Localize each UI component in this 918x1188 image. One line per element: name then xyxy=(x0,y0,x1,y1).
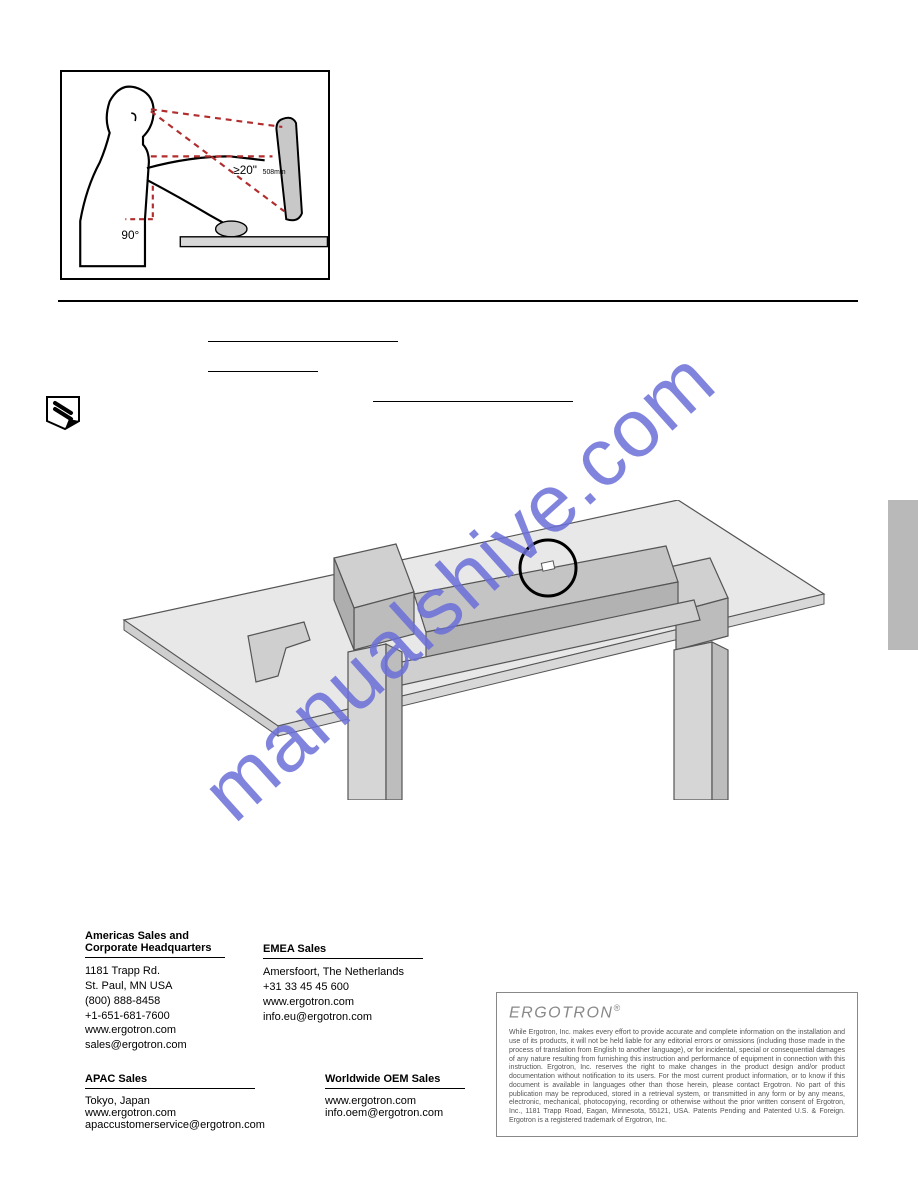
apac-email: apaccustomerservice@ergotron.com xyxy=(85,1119,255,1131)
contact-info: Americas Sales and Corporate Headquarter… xyxy=(85,930,425,1131)
apac-url: www.ergotron.com xyxy=(85,1107,255,1119)
americas-addr2: St. Paul, MN USA xyxy=(85,979,225,994)
brand-name: ERGOTRON xyxy=(509,1004,613,1021)
apac-heading: APAC Sales xyxy=(85,1073,255,1089)
brand-logo: ERGOTRON® xyxy=(509,1003,845,1023)
note-icon xyxy=(45,395,81,431)
link-placeholder-1 xyxy=(208,318,398,342)
emea-heading: EMEA Sales xyxy=(263,943,423,959)
legal-text: While Ergotron, Inc. makes every effort … xyxy=(509,1029,845,1125)
americas-heading: Americas Sales and Corporate Headquarter… xyxy=(85,930,225,958)
desk-diagram xyxy=(118,500,828,800)
emea-phone: +31 33 45 45 600 xyxy=(263,980,423,995)
brand-suffix: ® xyxy=(613,1003,621,1013)
americas-heading-l1: Americas Sales and xyxy=(85,930,189,942)
section-tab xyxy=(888,500,918,650)
distance-label: ≥20" xyxy=(233,164,257,177)
emea-email: info.eu@ergotron.com xyxy=(263,1010,423,1025)
apac-addr1: Tokyo, Japan xyxy=(85,1095,255,1107)
americas-email: sales@ergotron.com xyxy=(85,1038,225,1053)
oem-url: www.ergotron.com xyxy=(325,1095,465,1107)
emea-url: www.ergotron.com xyxy=(263,995,423,1010)
oem-email: info.oem@ergotron.com xyxy=(325,1107,465,1119)
americas-heading-l2: Corporate Headquarters xyxy=(85,942,212,954)
americas-phone2: +1-651-681-7600 xyxy=(85,1009,225,1024)
legal-disclaimer: ERGOTRON® While Ergotron, Inc. makes eve… xyxy=(496,992,858,1137)
ergonomics-diagram: ≥20" 508mm 90° xyxy=(60,70,330,280)
americas-addr1: 1181 Trapp Rd. xyxy=(85,964,225,979)
distance-sub: 508mm xyxy=(263,169,286,176)
manual-page: manualshive.com ≥20" 508mm xyxy=(0,0,918,1188)
americas-url: www.ergotron.com xyxy=(85,1023,225,1038)
emea-addr1: Amersfoort, The Netherlands xyxy=(263,965,423,980)
americas-phone1: (800) 888-8458 xyxy=(85,994,225,1009)
link-placeholder-3 xyxy=(373,378,573,402)
oem-heading: Worldwide OEM Sales xyxy=(325,1073,465,1089)
reference-links xyxy=(208,318,568,408)
section-divider xyxy=(58,300,858,302)
link-placeholder-2 xyxy=(208,348,318,372)
angle-label: 90° xyxy=(121,229,139,242)
